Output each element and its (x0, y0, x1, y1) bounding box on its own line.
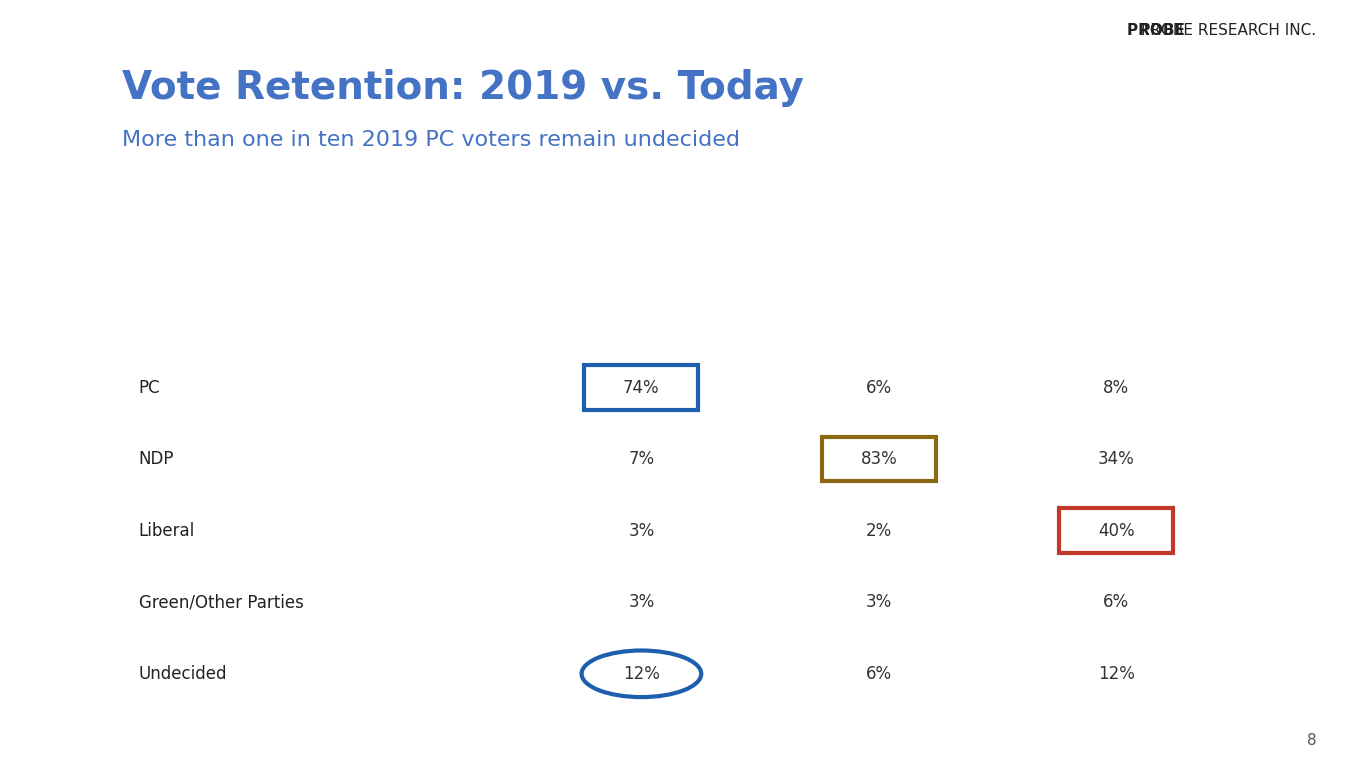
Text: 3%: 3% (628, 594, 654, 611)
Text: PC
(n=348): PC (n=348) (604, 275, 678, 317)
Text: PC: PC (138, 378, 160, 397)
Text: 7%: 7% (628, 450, 654, 468)
Text: 3%: 3% (628, 522, 654, 539)
Text: 74%: 74% (623, 378, 660, 397)
Text: Vote Retention: 2019 vs. Today: Vote Retention: 2019 vs. Today (122, 69, 803, 107)
Text: Current Vote Intention: Current Vote Intention (133, 326, 327, 341)
Text: Voted 2019: Voted 2019 (821, 204, 936, 222)
Text: 6%: 6% (1103, 594, 1129, 611)
Text: More than one in ten 2019 PC voters remain undecided: More than one in ten 2019 PC voters rema… (122, 130, 740, 150)
Text: 12%: 12% (1098, 665, 1134, 683)
Text: Undecided: Undecided (138, 665, 228, 683)
Text: PROBE: PROBE (1128, 23, 1316, 38)
Text: NDP
(n=260): NDP (n=260) (841, 275, 916, 317)
Text: 6%: 6% (866, 378, 892, 397)
Text: 3%: 3% (866, 594, 892, 611)
Text: 40%: 40% (1098, 522, 1134, 539)
Text: 2%: 2% (866, 522, 892, 539)
Text: 83%: 83% (860, 450, 897, 468)
Text: Green/Other Parties: Green/Other Parties (138, 594, 304, 611)
Text: Liberal
(n=108): Liberal (n=108) (1079, 275, 1153, 317)
Text: 12%: 12% (623, 665, 660, 683)
Text: 34%: 34% (1098, 450, 1134, 468)
Text: Liberal: Liberal (138, 522, 195, 539)
Text: 6%: 6% (866, 665, 892, 683)
Text: 8: 8 (1307, 732, 1316, 748)
Text: PROBE RESEARCH INC.: PROBE RESEARCH INC. (1141, 23, 1316, 38)
Text: 8%: 8% (1103, 378, 1129, 397)
Text: NDP: NDP (138, 450, 174, 468)
